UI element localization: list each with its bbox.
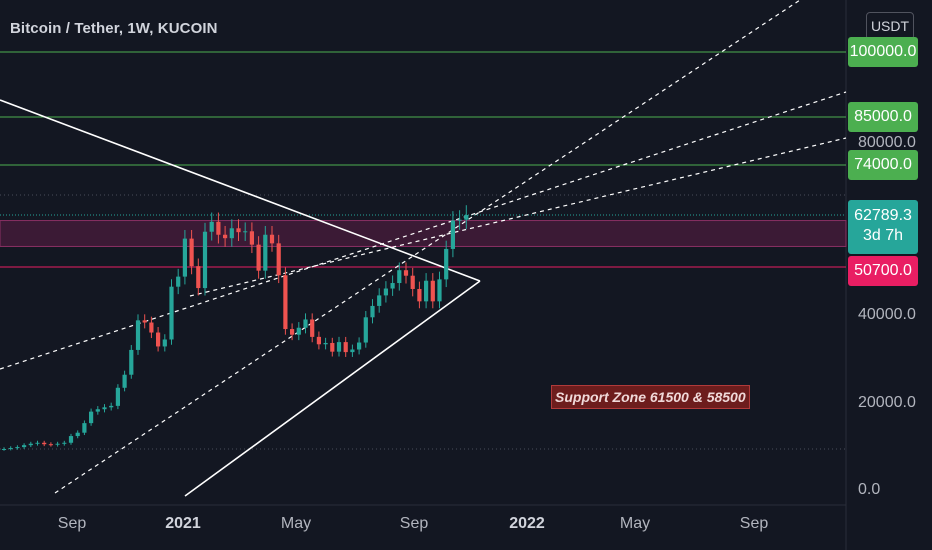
candle-body [370,305,375,318]
candle-body [450,220,455,249]
y-axis-label-0: 0.0 [858,481,881,498]
candle-body [75,432,80,437]
candle-body [410,275,415,289]
current-price: 62789.3 [854,207,912,224]
candle-body [48,444,53,446]
currency-selector[interactable]: USDT [866,12,914,40]
candle-body [182,238,187,277]
candle-body [256,244,261,271]
candle-body [122,374,127,388]
candle-body [276,243,281,276]
candle-body [316,336,321,345]
candle-body [22,445,27,448]
candle-body [269,234,275,244]
candle-body [323,342,328,345]
candle-body [15,447,20,449]
candle-body [243,231,248,233]
candle-body [236,228,241,233]
candle-body [55,443,60,445]
candle-body [350,349,355,353]
candle-body [196,266,201,289]
candle-body [383,288,388,296]
candle-body [35,442,40,444]
price-tag-100000: 100000.0 [848,37,918,67]
projection-line-2 [54,0,801,494]
y-axis-label-40000: 40000.0 [858,306,916,323]
candle-body [390,283,395,289]
candle-body [417,288,422,302]
candle-body [82,423,87,433]
candle-body [290,329,295,335]
candle-body [330,342,335,352]
x-axis-label-sep-2020: Sep [57,515,87,532]
candle-body [209,221,214,232]
candle-body [283,275,288,330]
price-tag-74000: 74000.0 [848,150,918,180]
candle-body [249,231,254,245]
candle-body [424,280,429,302]
projection-line-3 [189,137,847,297]
candle-body [437,279,442,302]
candle-body [336,342,342,352]
candle-body [377,295,382,306]
support-zone-annotation: Support Zone 61500 & 58500 [551,385,750,409]
candle-body [162,339,167,347]
x-axis-label-2021: 2021 [165,515,201,532]
descending-trendline [0,99,481,282]
support-zone-band [0,220,847,247]
candle-body [202,231,208,289]
price-tag-85000: 85000.0 [848,102,918,132]
candle-body [102,407,107,410]
candle-body [464,215,469,220]
candle-body [310,319,315,337]
candle-body [223,234,228,239]
candle-body [89,411,94,424]
ascending-trendline [184,280,481,497]
candle-body [109,405,114,408]
candle-body [229,228,234,239]
x-axis-label-2022: 2022 [509,515,545,532]
candle-body [444,248,449,280]
candle-body [363,317,368,343]
candle-body [142,320,147,323]
candle-body [95,409,100,412]
candle-body [397,270,402,284]
y-axis-label-20000: 20000.0 [858,394,916,411]
chart-title: Bitcoin / Tether, 1W, KUCOIN [10,20,218,37]
candle-body [129,349,134,375]
candle-countdown: 3d 7h [862,227,904,244]
x-axis-label-sep-2021: Sep [399,515,429,532]
candle-body [42,442,47,445]
candle-body [176,276,181,287]
candle-body [216,221,221,235]
candle-body [62,442,67,444]
x-axis-label-may-2021: May [280,515,312,532]
candle-body [169,286,174,340]
candle-body [457,219,462,221]
candle-body [156,332,161,347]
x-axis-label-sep-2022: Sep [739,515,769,532]
price-tag-50700: 50700.0 [848,256,918,286]
candle-body [68,436,74,443]
candle-body [135,320,141,350]
candle-body [149,322,154,333]
candle-body [189,238,194,267]
candle-body [8,448,13,450]
candle-body [296,327,301,335]
candle-body [343,342,348,353]
current-price-tag: 62789.3 3d 7h [848,200,918,254]
x-axis-label-may-2022: May [619,515,651,532]
candle-body [403,270,409,276]
candle-body [28,443,33,446]
candle-body [1,449,7,450]
candle-body [115,387,120,406]
candle-body [357,342,362,350]
candle-body [263,234,268,271]
y-axis-label-80000: 80000.0 [858,134,916,151]
candle-body [303,319,308,328]
candle-body [430,280,435,302]
